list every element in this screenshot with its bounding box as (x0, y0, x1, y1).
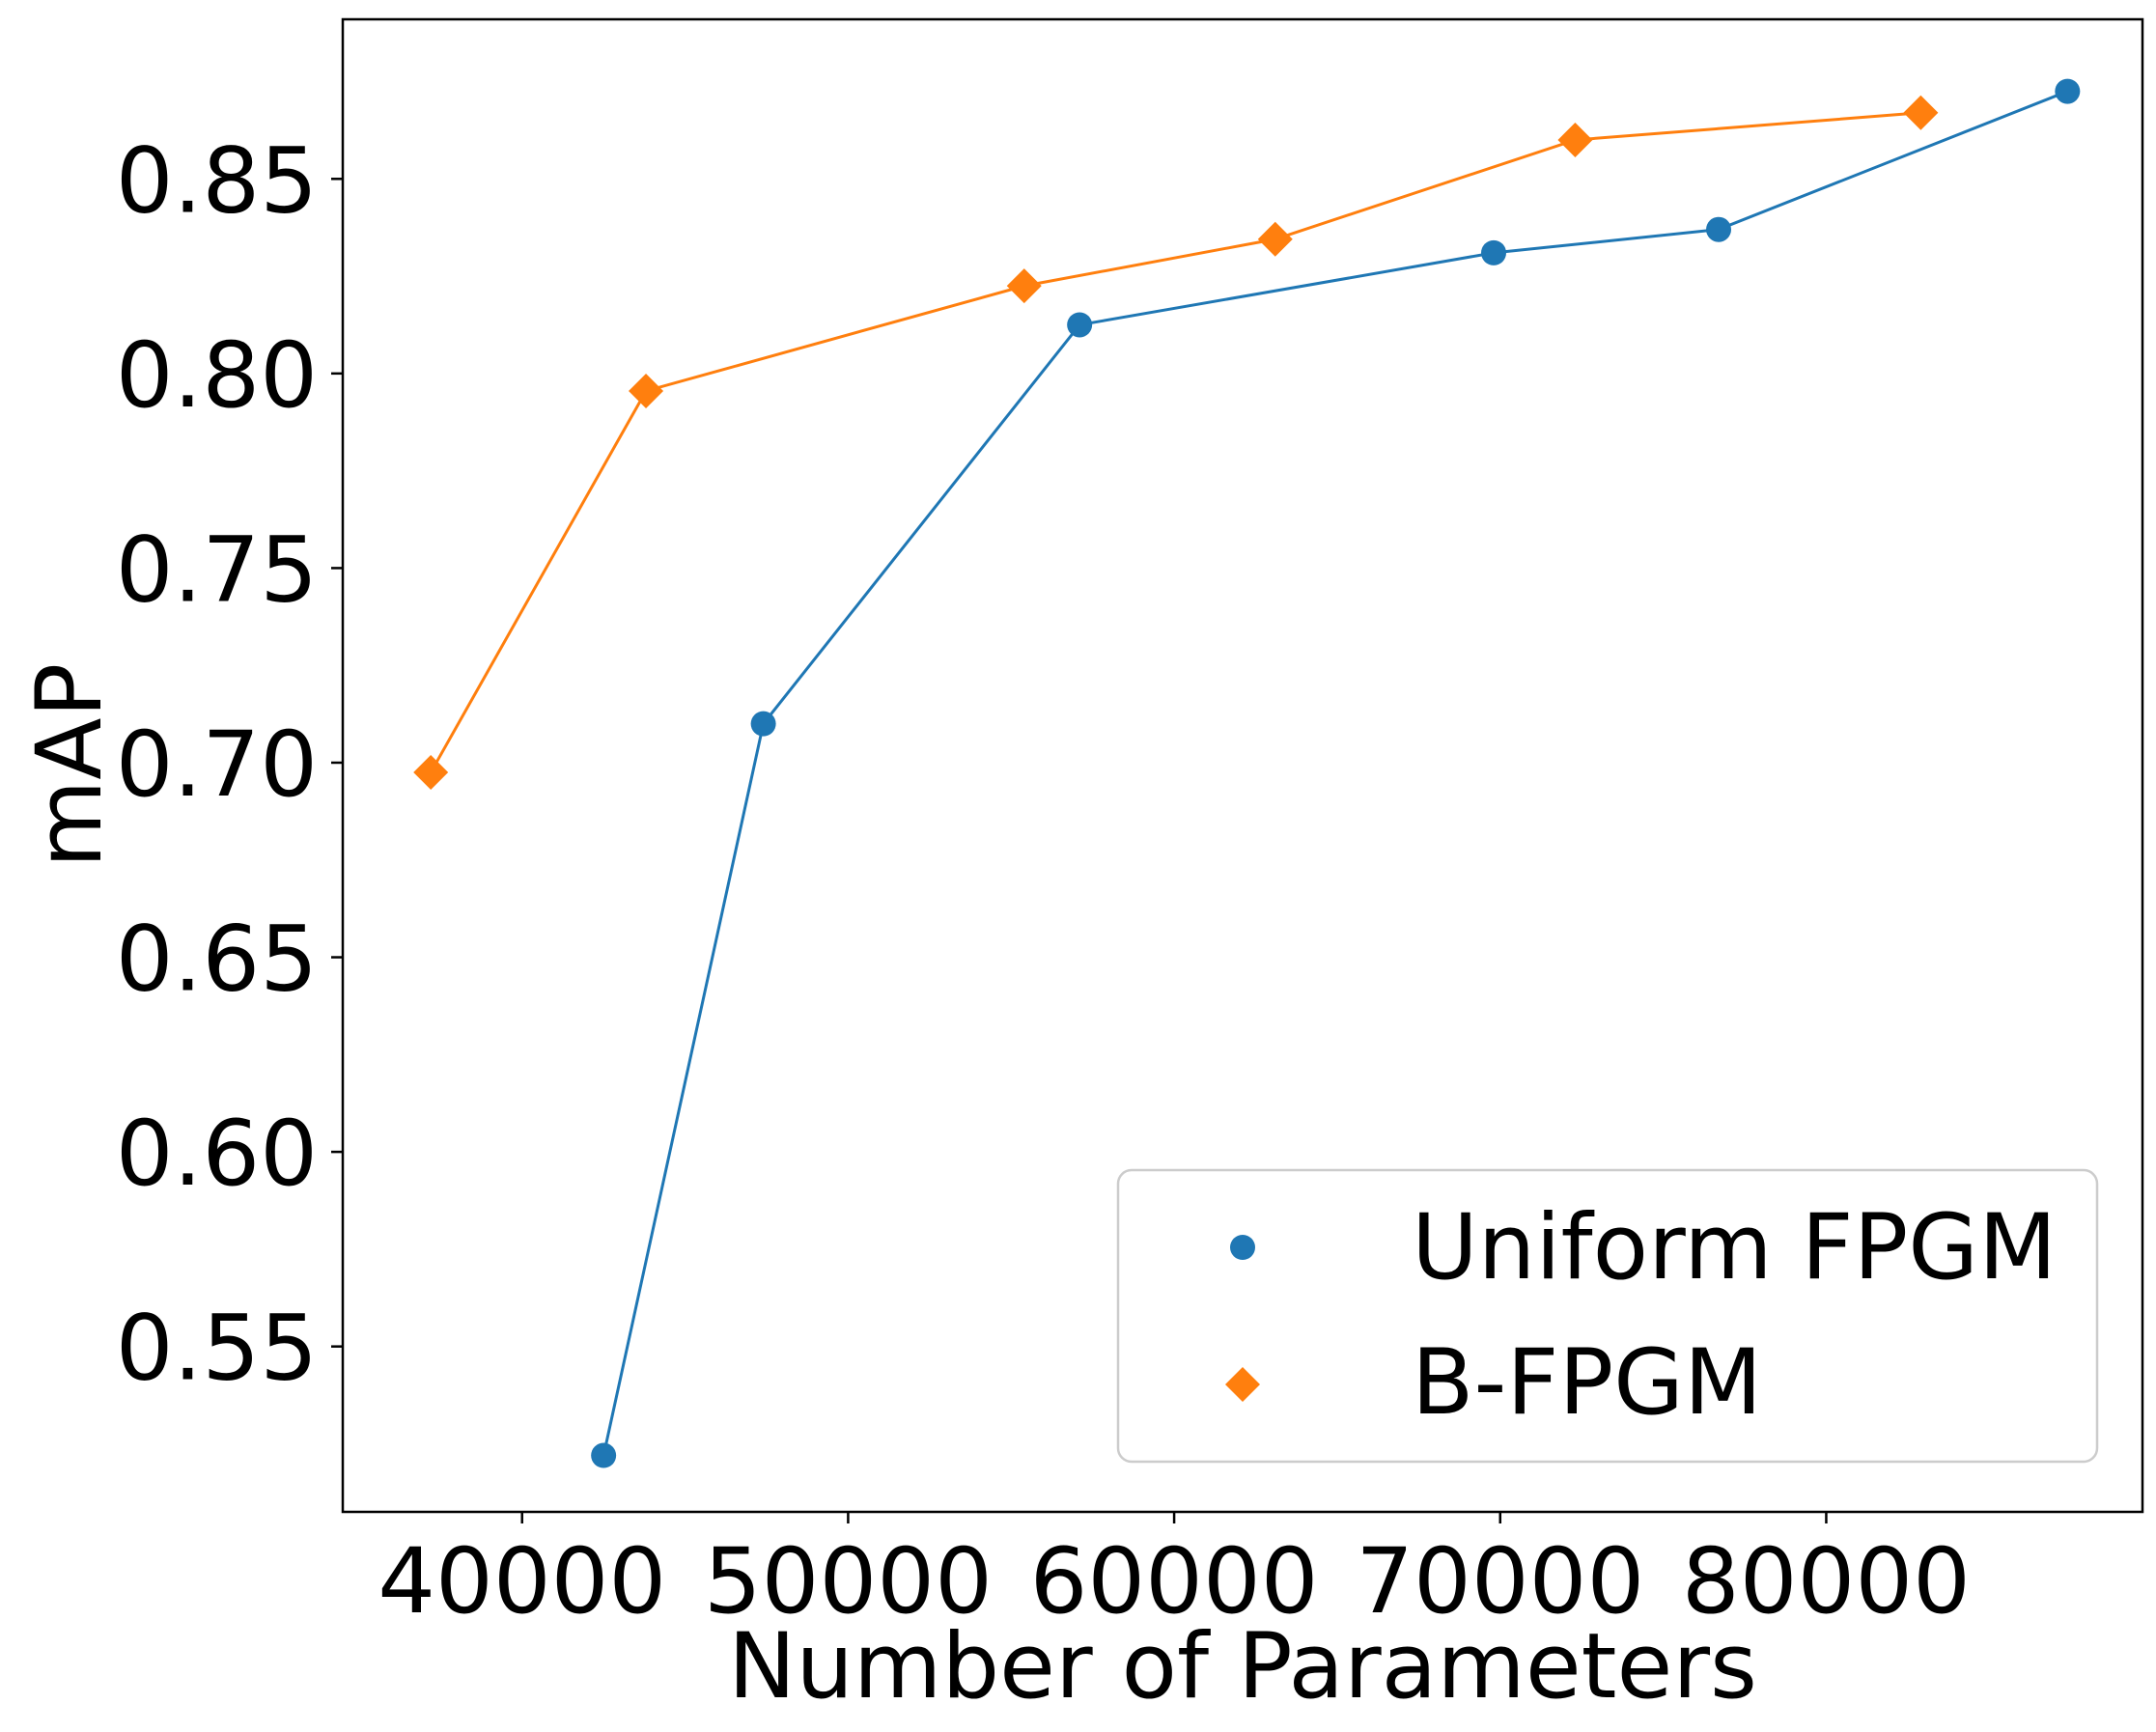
legend-label-b-fpgm: B-FPGM (1412, 1330, 1762, 1436)
y-tick-label: 0.75 (116, 517, 318, 623)
y-tick-label: 0.80 (116, 323, 318, 429)
x-tick-label: 50000 (704, 1529, 993, 1634)
legend-marker-b-fpgm (1225, 1367, 1260, 1402)
y-axis-label: mAP (17, 663, 123, 869)
x-axis-ticks: 40000 50000 60000 70000 80000 (378, 1512, 1971, 1634)
y-tick-label: 0.60 (116, 1102, 318, 1207)
plot-frame (341, 17, 2144, 1514)
y-tick-label: 0.70 (116, 712, 318, 818)
data-point-uniform-fpgm (1481, 239, 1507, 265)
data-point-uniform-fpgm (591, 1442, 617, 1468)
plot-marks (413, 78, 2081, 1468)
x-axis-label: Number of Parameters (728, 1614, 1757, 1719)
legend-marker-uniform-fpgm (1230, 1235, 1255, 1260)
data-point-uniform-fpgm (1706, 216, 1732, 242)
data-point-uniform-fpgm (2055, 78, 2081, 104)
x-tick-label: 60000 (1030, 1529, 1319, 1634)
legend-label-uniform-fpgm: Uniform FPGM (1412, 1195, 2057, 1300)
y-tick-label: 0.85 (116, 128, 318, 234)
x-tick-label: 70000 (1356, 1529, 1644, 1634)
series-line-b-fpgm (429, 111, 1921, 773)
series-line-uniform-fpgm (602, 90, 2068, 1456)
data-point-b-fpgm (1257, 221, 1293, 257)
data-point-b-fpgm (629, 373, 664, 408)
data-point-b-fpgm (1903, 95, 1939, 130)
y-tick-label: 0.55 (116, 1297, 318, 1402)
data-point-b-fpgm (1006, 268, 1042, 304)
y-axis-ticks: 0.55 0.60 0.65 0.70 0.75 0.80 0.85 (116, 128, 343, 1402)
data-point-b-fpgm (1557, 122, 1593, 157)
legend-box (1116, 1168, 2099, 1464)
legend: Uniform FPGM B-FPGM (1116, 1168, 2099, 1464)
data-point-uniform-fpgm (750, 711, 776, 737)
x-tick-label: 80000 (1682, 1529, 1971, 1634)
data-point-b-fpgm (413, 755, 449, 791)
x-tick-label: 40000 (378, 1529, 666, 1634)
data-point-uniform-fpgm (1067, 312, 1093, 338)
y-tick-label: 0.65 (116, 908, 318, 1013)
